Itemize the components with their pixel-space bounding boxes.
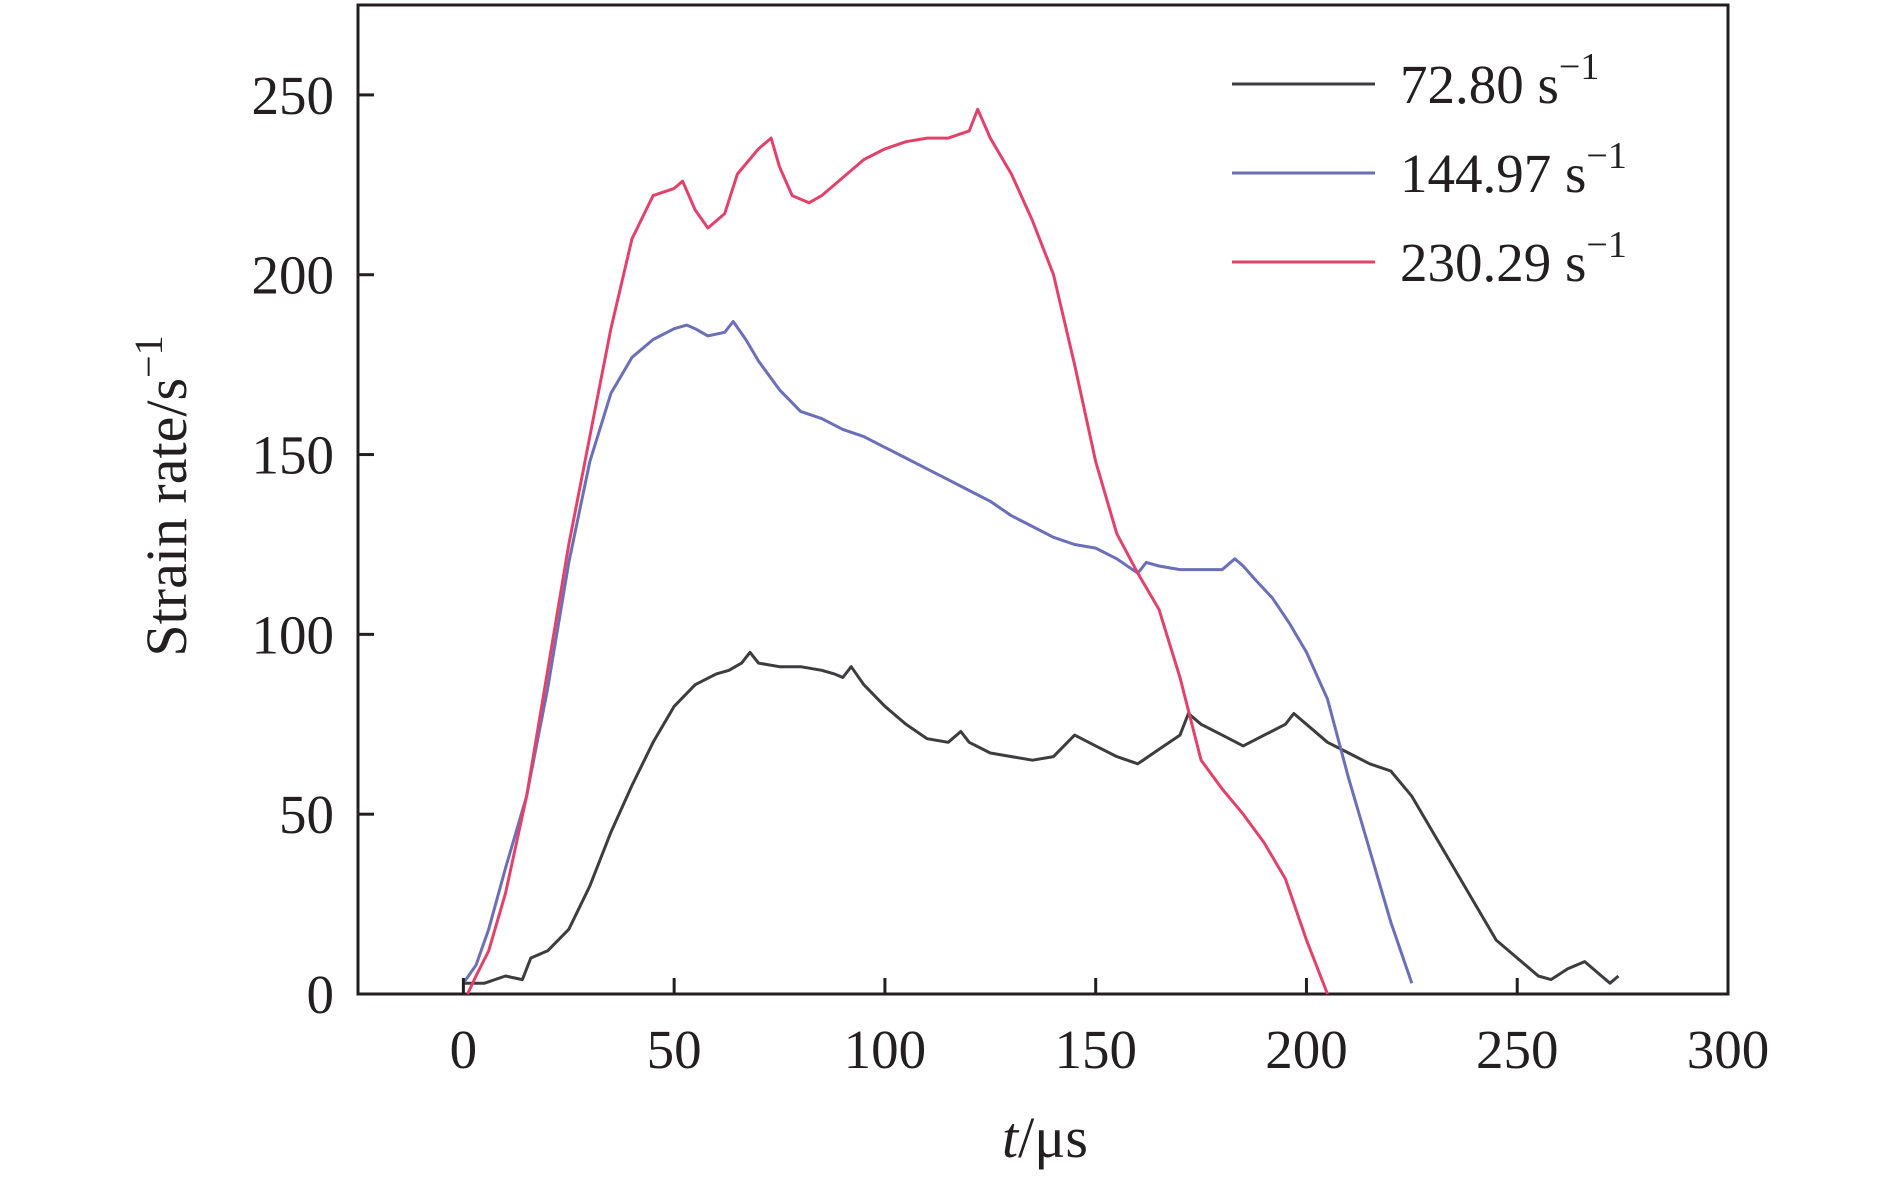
x-tick-label: 200	[1265, 1019, 1348, 1080]
y-tick-label: 250	[252, 65, 335, 126]
x-tick-label: 150	[1054, 1019, 1137, 1080]
x-axis-variable: t	[1002, 1105, 1020, 1170]
x-tick-label: 100	[844, 1019, 927, 1080]
series-line-1	[463, 650, 1620, 985]
y-axis-title: Strain rate/s−1	[126, 335, 199, 656]
x-tick-label: 300	[1687, 1019, 1770, 1080]
y-tick-label: 200	[252, 245, 335, 306]
legend: 72.80 s−1 144.97 s−1 230.29 s−1	[1232, 46, 1627, 293]
y-tick-label: 100	[252, 604, 335, 665]
y-axis-title-text: Strain rate/s	[134, 378, 199, 657]
legend-label-1: 72.80 s−1	[1400, 46, 1599, 115]
y-tick-label: 150	[252, 425, 335, 486]
x-axis-title: t/μs	[1002, 1105, 1088, 1170]
x-tick-label: 0	[450, 1019, 478, 1080]
y-axis-ticks: 0 50 100 150 200 250	[252, 65, 374, 1025]
series-line-3	[466, 107, 1329, 995]
y-axis-title-superscript: −1	[126, 335, 171, 378]
x-tick-label: 250	[1476, 1019, 1559, 1080]
plot-frame	[356, 3, 1730, 996]
x-axis-ticks: 0 50 100 150 200 250 300	[450, 978, 1770, 1080]
legend-label-3: 230.29 s−1	[1400, 224, 1627, 293]
plot-area	[356, 3, 1730, 996]
series-line-2	[462, 320, 1414, 985]
legend-label-2: 144.97 s−1	[1400, 135, 1627, 204]
x-tick-label: 50	[647, 1019, 702, 1080]
y-tick-label: 50	[279, 784, 334, 845]
x-axis-unit: /μs	[1018, 1105, 1088, 1170]
series-lines	[462, 107, 1620, 995]
y-tick-label: 0	[307, 964, 335, 1025]
